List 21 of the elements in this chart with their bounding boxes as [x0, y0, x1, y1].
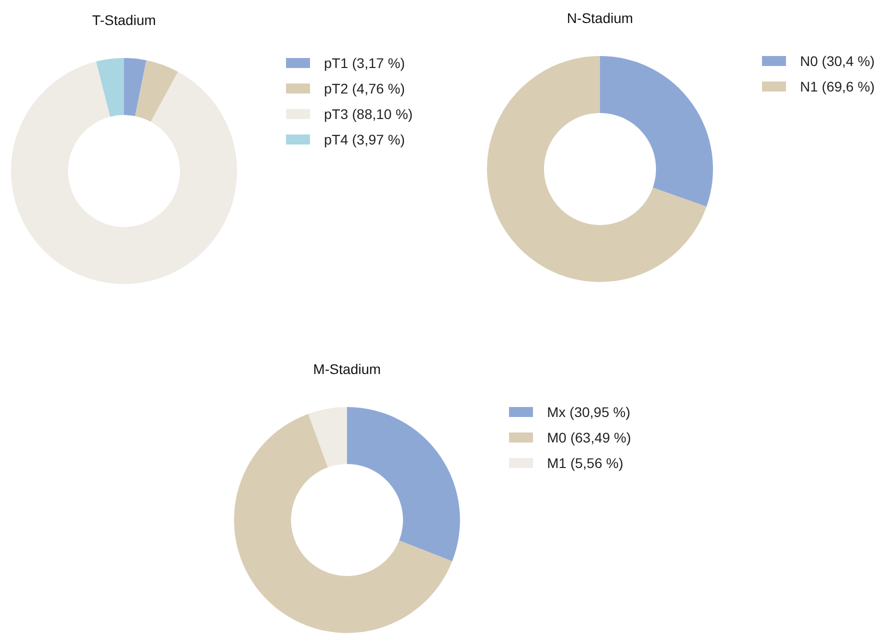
donut-slice [600, 56, 713, 207]
legend-label: Mx (30,95 %) [547, 404, 630, 420]
legend-label: N1 (69,6 %) [800, 78, 875, 94]
chart-title: N-Stadium [566, 10, 634, 26]
legend-label: M1 (5,56 %) [547, 454, 624, 471]
donut-slice [487, 56, 707, 282]
legend-label: N0 (30,4 %) [800, 52, 875, 69]
donut-slice [96, 58, 124, 117]
legend-label: pT4 (3,97 %) [324, 131, 405, 148]
legend-label: pT3 (88,10 %) [324, 106, 413, 122]
legend-label: pT1 (3,17 %) [324, 54, 405, 71]
chart-title: M-Stadium [313, 361, 381, 377]
donut-slice [11, 61, 237, 284]
donut-slice [234, 414, 452, 633]
donut-slice [308, 407, 347, 468]
donut-slice [135, 60, 178, 122]
donut-slice [347, 407, 460, 562]
legend-label: pT2 (4,76 %) [324, 80, 405, 96]
donut-slice [124, 58, 146, 116]
legend-label: M0 (63,49 %) [547, 429, 632, 446]
chart-title: T-Stadium [92, 12, 156, 28]
